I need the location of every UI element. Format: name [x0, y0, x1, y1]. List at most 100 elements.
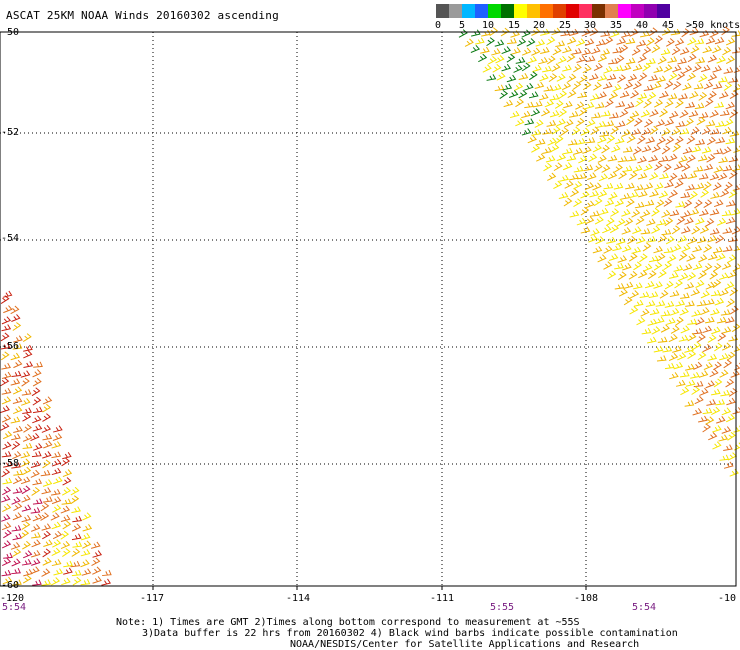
wind-barb — [12, 512, 23, 521]
wind-barb — [494, 84, 505, 92]
wind-barb — [695, 217, 705, 225]
lat-lon-grid — [0, 31, 736, 590]
wind-barb — [543, 85, 554, 92]
wind-barb — [671, 225, 681, 235]
wind-barb — [530, 108, 541, 117]
wind-barb — [22, 550, 33, 559]
wind-barb — [52, 530, 63, 540]
wind-barb — [13, 359, 23, 369]
wind-barb — [567, 36, 577, 45]
wind-barb — [626, 116, 635, 126]
wind-barb — [699, 387, 709, 396]
wind-barb — [575, 101, 585, 110]
wind-barb — [698, 254, 708, 263]
wind-barb — [531, 129, 541, 136]
wind-barb — [1, 324, 12, 332]
wind-barb — [664, 180, 674, 189]
wind-barb — [705, 316, 715, 324]
wind-barb — [486, 74, 497, 81]
wind-barb — [11, 558, 21, 567]
wind-barb — [547, 172, 557, 181]
wind-barb — [42, 459, 51, 469]
wind-barb — [90, 541, 101, 549]
wind-barb — [680, 325, 690, 334]
wind-barb — [698, 370, 709, 378]
wind-barb — [600, 48, 611, 56]
wind-barb — [507, 37, 517, 45]
wind-barb — [678, 251, 688, 261]
wind-barb — [651, 44, 661, 53]
colorbar-labels: 0 5 10 15 20 25 30 35 40 45 >50 knots — [0, 20, 740, 32]
wind-barb — [580, 206, 590, 216]
wind-barb — [651, 225, 661, 234]
wind-barb — [482, 64, 492, 73]
colorbar-swatch — [618, 4, 631, 18]
wind-barb — [554, 100, 564, 109]
wind-barb — [71, 506, 81, 514]
wind-barb — [623, 81, 634, 90]
wind-barb — [699, 225, 710, 234]
wind-barb — [531, 144, 541, 153]
wind-barb — [683, 65, 693, 74]
wind-barb — [712, 65, 722, 73]
wind-barb — [651, 207, 660, 217]
colorbar-label: 20 — [533, 20, 546, 31]
wind-barb — [31, 450, 42, 458]
wind-barb — [540, 46, 550, 55]
wind-barb — [707, 54, 718, 63]
wind-barb — [571, 47, 582, 55]
wind-barb — [513, 64, 523, 73]
wind-barb — [3, 552, 13, 559]
wind-barb — [12, 386, 23, 395]
wind-barb — [13, 502, 23, 512]
wind-barb — [687, 332, 697, 342]
wind-barb — [603, 81, 613, 90]
wind-barb — [698, 73, 708, 83]
wind-barb — [643, 182, 654, 190]
wind-barb — [714, 297, 725, 306]
wind-barb — [723, 82, 733, 91]
wind-barb — [1, 494, 11, 503]
wind-barb — [733, 442, 740, 451]
wind-barb — [21, 398, 31, 406]
wind-barb — [21, 521, 31, 530]
wind-barb — [733, 183, 740, 191]
lat-label: -52 — [1, 127, 20, 138]
wind-barb — [546, 55, 556, 65]
wind-barb — [684, 217, 694, 225]
wind-barb — [1, 371, 12, 379]
wind-barb — [638, 270, 648, 279]
wind-barb — [681, 28, 690, 38]
wind-barb — [470, 44, 481, 53]
wind-barb — [551, 125, 561, 135]
wind-barb — [11, 567, 21, 575]
wind-barb — [709, 208, 720, 216]
wind-barb — [551, 27, 561, 36]
wind-barb — [681, 210, 692, 218]
wind-barb — [575, 38, 586, 47]
wind-barb — [21, 558, 32, 566]
wind-barb — [708, 252, 718, 261]
wind-barb — [62, 477, 72, 486]
wind-barb — [42, 451, 52, 459]
wind-barb — [60, 530, 70, 540]
wind-barb — [617, 155, 628, 163]
wind-barb — [716, 252, 726, 261]
wind-barb — [23, 344, 33, 352]
wind-barb — [656, 218, 667, 226]
wind-barb — [581, 48, 592, 56]
wind-barb — [661, 209, 671, 218]
wind-barb — [720, 309, 731, 316]
wind-barb — [693, 361, 703, 370]
wind-barb — [617, 74, 627, 83]
wind-barb — [718, 172, 728, 181]
wind-barb — [599, 207, 609, 216]
wind-barb — [604, 98, 614, 108]
wind-barb — [721, 407, 732, 416]
wind-barb — [715, 399, 726, 406]
wind-barb — [629, 28, 639, 37]
wind-barb — [718, 434, 728, 442]
wind-barb — [82, 540, 92, 549]
wind-barb — [70, 560, 81, 568]
wind-barb — [637, 135, 646, 145]
